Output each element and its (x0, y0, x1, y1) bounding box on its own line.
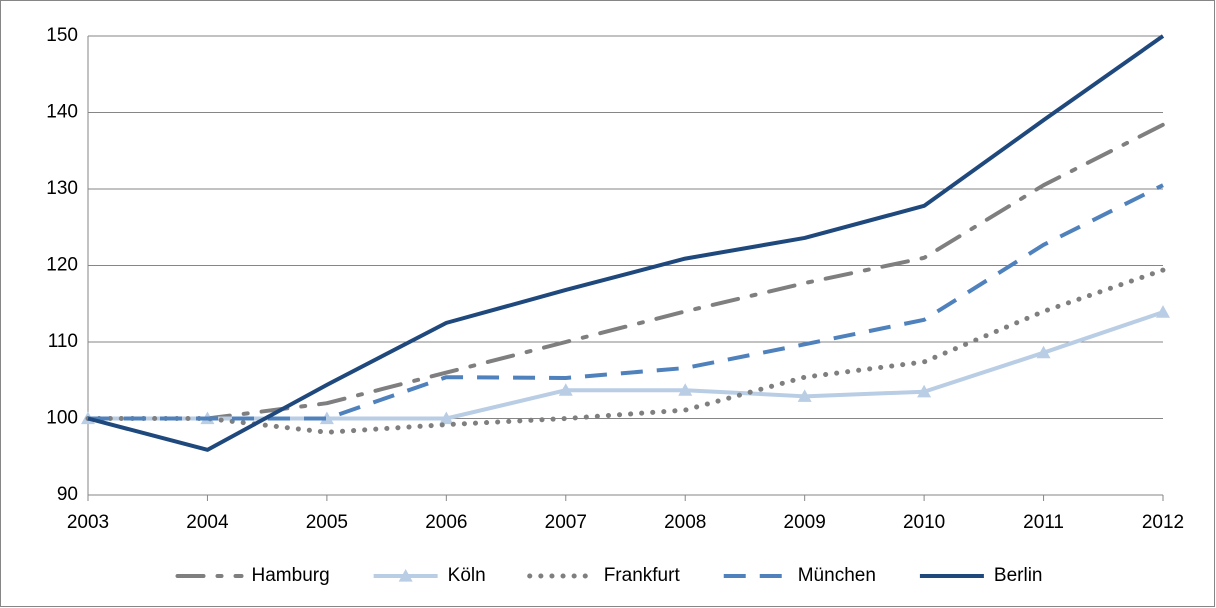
y-tick-label: 120 (46, 255, 78, 276)
x-tick-label: 2004 (186, 512, 229, 533)
legend-label: Berlin (994, 565, 1043, 586)
x-tick-label: 2003 (67, 512, 109, 533)
legend-marker (398, 569, 413, 582)
x-tick-label: 2009 (784, 512, 826, 533)
y-tick-label: 100 (46, 408, 78, 429)
y-tick-label: 150 (46, 25, 78, 46)
series-line (88, 183, 1164, 421)
point-marker (319, 411, 334, 425)
point-marker (678, 383, 693, 396)
point-marker (558, 383, 573, 396)
legend-label: Köln (448, 565, 486, 586)
y-tick-label: 90 (57, 484, 78, 505)
point-marker (797, 389, 812, 402)
y-tick-label: 130 (46, 178, 78, 199)
y-tick-label: 140 (46, 102, 78, 123)
x-tick-label: 2012 (1142, 512, 1184, 533)
legend-label: Frankfurt (604, 565, 681, 586)
point-marker (917, 384, 932, 398)
x-tick-label: 2008 (664, 512, 706, 533)
x-tick-label: 2005 (306, 512, 348, 533)
point-marker (439, 411, 454, 425)
y-tick-label: 110 (48, 331, 78, 352)
series-line (87, 34, 1165, 452)
x-tick-label: 2011 (1023, 512, 1064, 533)
legend-label: München (798, 565, 876, 586)
series-line (85, 267, 1166, 435)
series-line (86, 122, 1165, 421)
x-tick-label: 2006 (425, 512, 467, 533)
x-tick-label: 2010 (903, 512, 945, 533)
point-marker (1156, 305, 1170, 318)
point-marker (1036, 345, 1051, 359)
x-tick-label: 2007 (545, 512, 587, 533)
legend-label: Hamburg (252, 565, 330, 586)
